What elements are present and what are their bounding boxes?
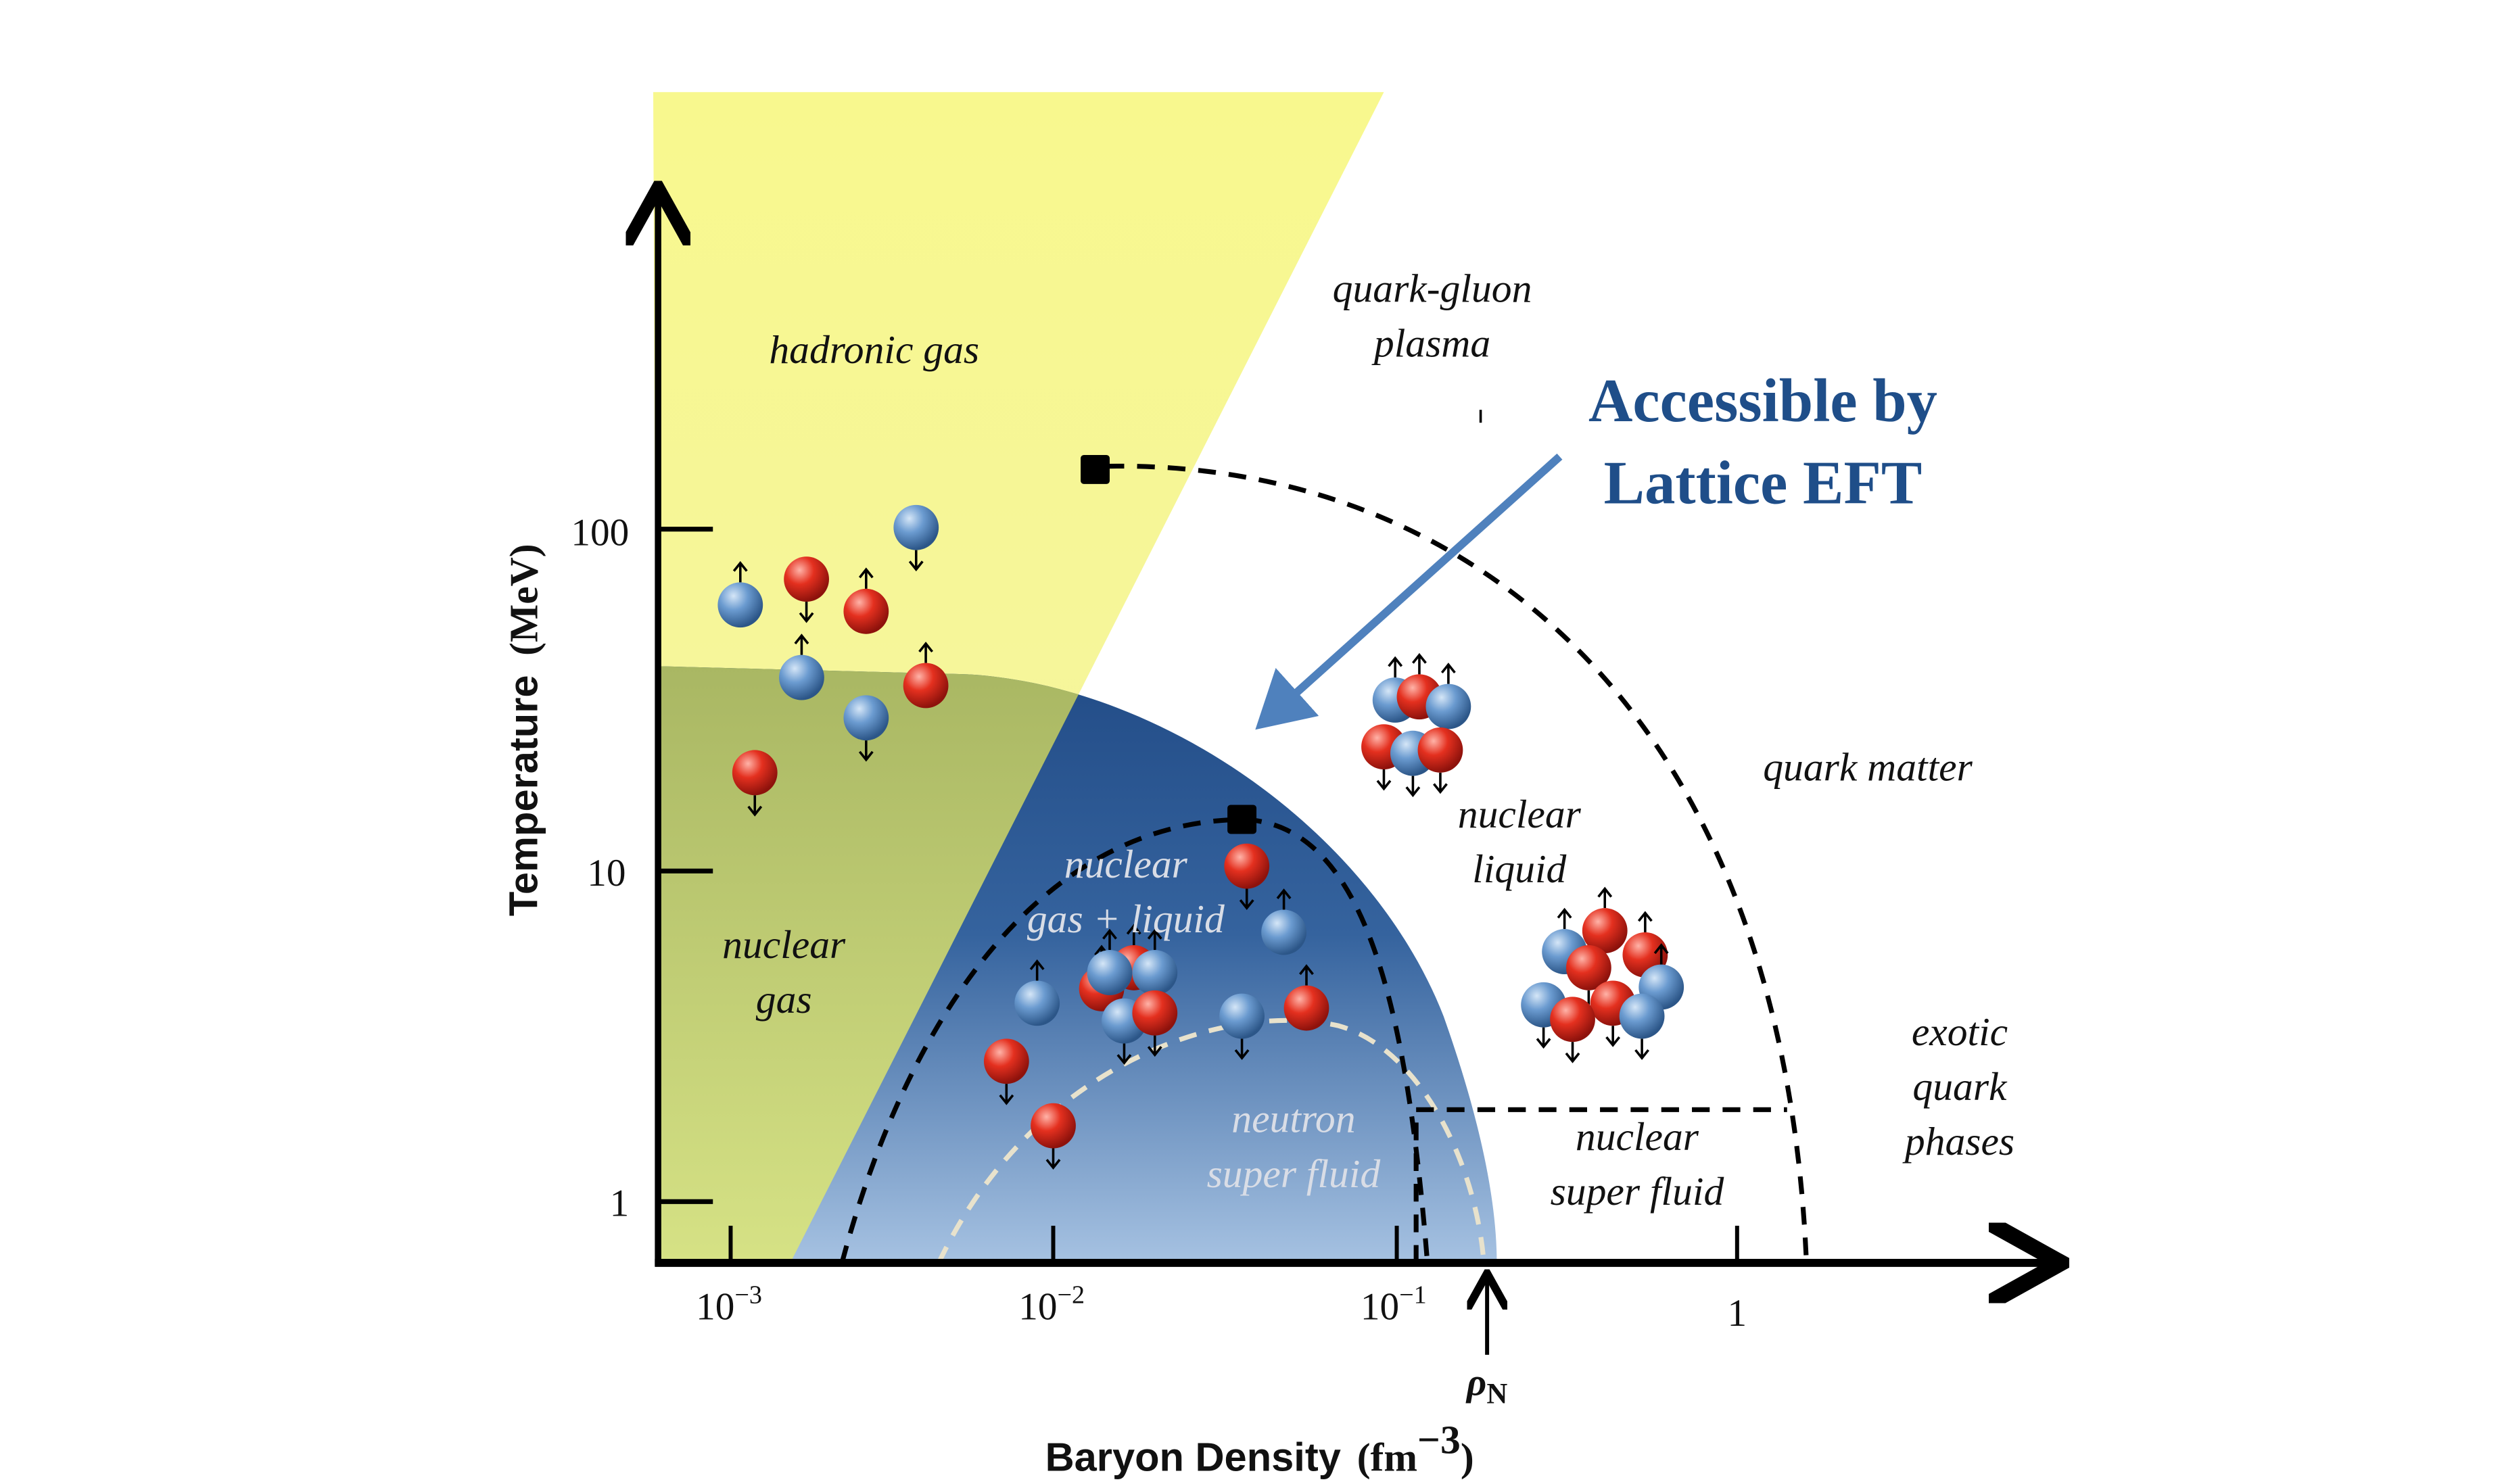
spin-up-arrow-icon — [1412, 652, 1427, 675]
neutron-sphere — [1425, 684, 1471, 729]
label-quark-gluon-plasma: quark-gluon — [1333, 266, 1532, 310]
y-tick-label: 10 — [587, 852, 626, 894]
spin-down-arrow-icon — [858, 740, 874, 762]
neutron-sphere — [1219, 993, 1265, 1039]
neutron-sphere — [717, 582, 763, 628]
spin-down-arrow-icon — [1147, 1035, 1162, 1057]
proton-sphere — [1132, 990, 1178, 1036]
callout-arrow — [1255, 453, 1563, 730]
spin-down-arrow-icon — [1116, 1043, 1132, 1066]
neutron-sphere — [1014, 980, 1060, 1026]
proton-sphere — [732, 750, 778, 796]
neutron-sphere — [893, 504, 939, 550]
proton-sphere — [1417, 727, 1463, 773]
spin-down-arrow-icon — [1239, 888, 1254, 911]
proton-sphere — [843, 588, 889, 634]
proton-sphere — [983, 1038, 1029, 1084]
x-tick-label: 1 — [1728, 1292, 1747, 1335]
x-tick-label: 10−3 — [696, 1281, 762, 1329]
spin-down-arrow-icon — [1045, 1148, 1061, 1170]
label-neutron-superfluid: super fluid — [1207, 1151, 1381, 1196]
proton-sphere — [1224, 843, 1270, 889]
proton-sphere — [1283, 985, 1329, 1031]
spin-down-arrow-icon — [1634, 1038, 1650, 1060]
spin-up-arrow-icon — [1440, 663, 1456, 684]
spin-up-arrow-icon — [1029, 959, 1045, 981]
label-nuclear-superfluid: super fluid — [1551, 1169, 1724, 1214]
y-tick-label: 1 — [610, 1182, 630, 1225]
spin-up-arrow-icon — [918, 642, 934, 663]
neutron-sphere — [1261, 909, 1306, 955]
neutron-sphere — [1087, 950, 1133, 995]
y-tick-marks — [658, 527, 713, 1204]
label-neutron-superfluid: neutron — [1231, 1097, 1355, 1141]
label-nuclear-gas-liquid: gas + liquid — [1027, 896, 1225, 941]
x-tick-marks — [728, 1226, 1739, 1263]
label-nuclear-liquid: liquid — [1472, 846, 1566, 891]
spin-down-arrow-icon — [999, 1084, 1014, 1105]
label-hadronic-gas: hadronic gas — [769, 327, 979, 372]
spin-down-arrow-icon — [1433, 772, 1448, 794]
critical-point-marker — [1081, 454, 1110, 484]
spin-up-arrow-icon — [1653, 943, 1669, 965]
proton-sphere — [1582, 908, 1628, 953]
spin-up-arrow-icon — [1557, 907, 1572, 930]
neutron-sphere — [779, 654, 824, 700]
callout-text: Accessible by — [1588, 366, 1937, 435]
spin-up-arrow-icon — [1388, 656, 1403, 678]
x-tick-label: 10−1 — [1361, 1281, 1427, 1329]
spin-up-arrow-icon — [1126, 924, 1141, 946]
nucleons-layer — [717, 504, 1684, 1170]
label-exotic-quark-phases: quark — [1912, 1064, 2008, 1109]
proton-sphere — [903, 663, 949, 709]
proton-sphere — [1550, 997, 1595, 1043]
spin-up-arrow-icon — [794, 633, 809, 655]
y-tick-label: 100 — [571, 512, 629, 554]
spin-up-arrow-icon — [1276, 888, 1292, 910]
spin-up-arrow-icon — [732, 560, 748, 583]
spin-down-arrow-icon — [1565, 1042, 1580, 1063]
proton-sphere — [1565, 945, 1611, 990]
proton-sphere — [1031, 1103, 1076, 1149]
spin-up-arrow-icon — [1147, 928, 1162, 951]
neutron-sphere — [1619, 993, 1665, 1039]
spin-down-arrow-icon — [799, 601, 814, 623]
spin-down-arrow-icon — [1405, 775, 1421, 798]
neutron-sphere — [1132, 950, 1178, 995]
label-quark-gluon-plasma: plasma — [1371, 320, 1490, 365]
spin-down-arrow-icon — [1536, 1027, 1551, 1049]
spin-down-arrow-icon — [1605, 1026, 1621, 1047]
proton-sphere — [784, 556, 829, 602]
nuclear-density-label: ρN — [1465, 1361, 1507, 1410]
qgp-boundary-line — [1106, 463, 1809, 1264]
label-nuclear-gas: nuclear — [722, 922, 846, 967]
spin-up-arrow-icon — [1102, 928, 1117, 951]
x-tick-label: 10−2 — [1018, 1281, 1085, 1329]
label-nuclear-liquid: nuclear — [1458, 792, 1582, 836]
neutron-sphere — [843, 695, 889, 741]
spin-down-arrow-icon — [1376, 769, 1392, 791]
spin-up-arrow-icon — [1597, 886, 1613, 909]
spin-down-arrow-icon — [1234, 1038, 1250, 1060]
label-nuclear-superfluid: nuclear — [1576, 1114, 1699, 1159]
label-quark-matter: quark matter — [1763, 745, 1973, 790]
spin-up-arrow-icon — [1299, 964, 1314, 986]
spin-down-arrow-icon — [908, 550, 924, 572]
callout-text: Lattice EFT — [1604, 448, 1923, 517]
nuclear-superfluid-boundary-line — [1413, 1107, 1787, 1263]
critical-point-marker — [1227, 805, 1257, 834]
label-nuclear-gas-liquid: nuclear — [1064, 842, 1188, 886]
spin-down-arrow-icon — [747, 795, 763, 817]
spin-up-arrow-icon — [858, 567, 874, 589]
label-nuclear-gas: gas — [756, 977, 812, 1022]
label-exotic-quark-phases: phases — [1902, 1119, 2014, 1164]
spin-up-arrow-icon — [1637, 911, 1653, 932]
liquid-gas-boundary-line — [839, 817, 1430, 1264]
x-axis-title: Baryon Density (fm−3) — [1045, 1417, 1474, 1479]
y-axis-title: Temperature(MeV) — [500, 544, 546, 916]
label-exotic-quark-phases: exotic — [1912, 1009, 2008, 1054]
